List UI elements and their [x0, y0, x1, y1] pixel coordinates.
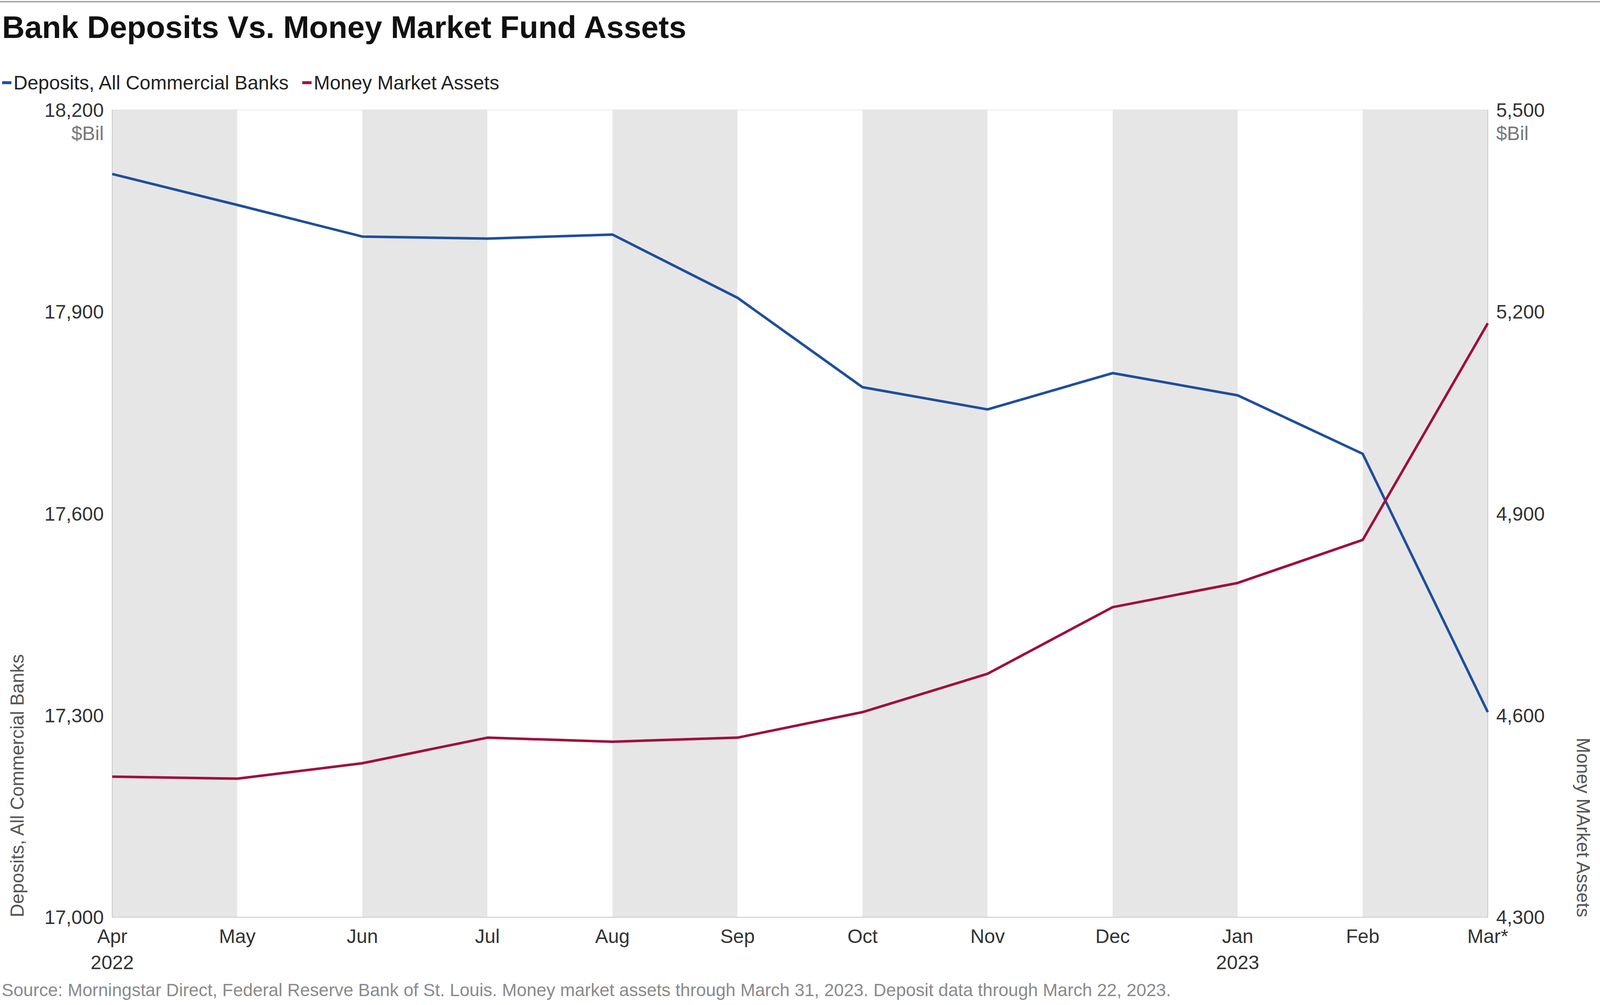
svg-text:18,200: 18,200: [44, 99, 104, 122]
svg-text:17,600: 17,600: [44, 502, 104, 525]
svg-text:Sep: Sep: [720, 925, 755, 948]
svg-text:Bank Deposits Vs. Money Market: Bank Deposits Vs. Money Market Fund Asse…: [2, 9, 687, 45]
svg-text:Nov: Nov: [970, 925, 1006, 948]
svg-text:May: May: [218, 925, 256, 948]
svg-text:4,600: 4,600: [1496, 704, 1545, 727]
svg-text:Mar*: Mar*: [1467, 925, 1509, 948]
svg-text:Dec: Dec: [1095, 925, 1130, 948]
svg-text:Money Market Assets: Money Market Assets: [313, 71, 500, 94]
svg-text:Money MArket Assets: Money MArket Assets: [1572, 737, 1594, 918]
svg-text:Deposits, All Commercial Banks: Deposits, All Commercial Banks: [13, 71, 289, 94]
svg-text:5,500: 5,500: [1496, 99, 1545, 122]
svg-text:Oct: Oct: [847, 925, 878, 948]
svg-text:4,300: 4,300: [1496, 906, 1545, 929]
svg-text:2022: 2022: [90, 951, 134, 974]
svg-text:Jun: Jun: [346, 925, 379, 948]
svg-text:17,000: 17,000: [44, 906, 104, 929]
svg-text:Deposits, All Commercial Banks: Deposits, All Commercial Banks: [6, 654, 28, 918]
svg-text:Source: Morningstar Direct, Fe: Source: Morningstar Direct, Federal Rese…: [1, 980, 1171, 1000]
svg-text:Apr: Apr: [97, 925, 128, 948]
svg-text:4,900: 4,900: [1496, 502, 1545, 525]
svg-text:17,900: 17,900: [44, 300, 104, 323]
svg-text:5,200: 5,200: [1496, 300, 1545, 323]
svg-text:$Bil: $Bil: [1496, 122, 1529, 145]
svg-text:$Bil: $Bil: [71, 122, 104, 145]
svg-text:Jul: Jul: [475, 925, 500, 948]
svg-text:2023: 2023: [1216, 951, 1260, 974]
svg-text:Aug: Aug: [595, 925, 630, 948]
svg-text:Jan: Jan: [1221, 925, 1254, 948]
svg-text:17,300: 17,300: [44, 704, 104, 727]
svg-text:Feb: Feb: [1345, 925, 1380, 948]
